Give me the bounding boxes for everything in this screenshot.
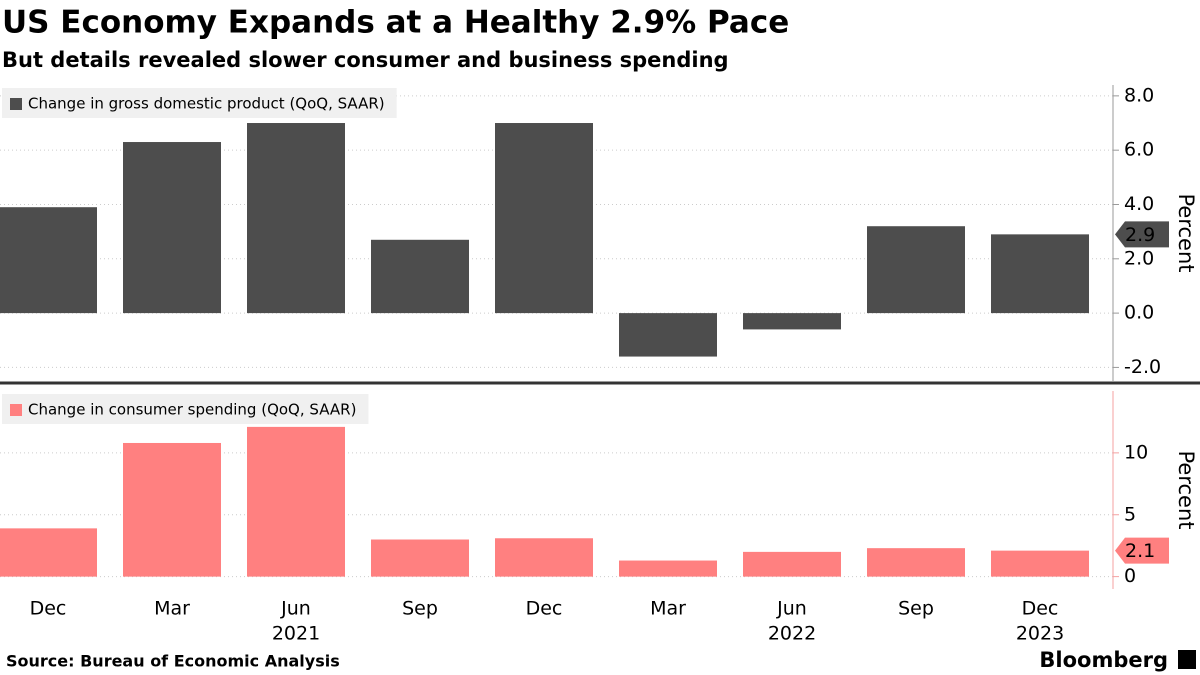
x-tick-label: Dec <box>526 598 563 620</box>
bar <box>247 123 345 314</box>
x-tick-label: Jun <box>776 598 807 620</box>
legend-box <box>2 88 397 118</box>
bar <box>619 313 717 357</box>
legend-swatch <box>10 404 22 416</box>
legend-label: Change in gross domestic product (QoQ, S… <box>28 95 385 113</box>
y-tick-label: 4.0 <box>1124 193 1154 215</box>
brand-icon <box>1178 650 1196 669</box>
bar <box>0 528 97 577</box>
bar <box>371 239 469 314</box>
y-tick-label: 5 <box>1124 503 1136 525</box>
y-tick-label: 6.0 <box>1124 139 1154 161</box>
brand: Bloomberg <box>1039 648 1168 672</box>
x-tick-label: Sep <box>898 598 934 620</box>
y-tick-label: 8.0 <box>1124 84 1154 106</box>
x-tick-label: Mar <box>154 598 190 620</box>
x-group-label: 2023 <box>1016 623 1064 645</box>
legend-swatch <box>10 98 22 110</box>
x-tick-label: Sep <box>402 598 438 620</box>
bar <box>991 550 1089 577</box>
last-value-flag <box>1115 221 1169 248</box>
bar <box>991 234 1089 314</box>
bar <box>495 538 593 577</box>
y-axis-label: Percent <box>1174 193 1198 272</box>
last-value-label: 2.9 <box>1125 224 1155 246</box>
bar <box>743 551 841 577</box>
bar <box>743 313 841 330</box>
bar <box>371 539 469 577</box>
bar <box>0 207 97 314</box>
y-tick-label: 10 <box>1124 441 1148 463</box>
bar <box>495 123 593 314</box>
bar <box>619 560 717 577</box>
x-tick-label: Mar <box>650 598 686 620</box>
x-tick-label: Dec <box>30 598 67 620</box>
last-value-label: 2.1 <box>1125 540 1155 562</box>
bar <box>867 226 965 314</box>
chart-subtitle: But details revealed slower consumer and… <box>2 48 729 72</box>
x-group-label: 2021 <box>272 623 320 645</box>
bar <box>867 548 965 577</box>
y-tick-label: -2.0 <box>1124 356 1161 378</box>
bar <box>123 442 221 577</box>
legend-label: Change in consumer spending (QoQ, SAAR) <box>28 401 356 419</box>
y-tick-label: 0.0 <box>1124 302 1154 324</box>
chart-title: US Economy Expands at a Healthy 2.9% Pac… <box>2 5 789 41</box>
x-group-label: 2022 <box>768 623 816 645</box>
bar <box>247 426 345 577</box>
legend-box <box>2 394 369 424</box>
y-tick-label: 0 <box>1124 565 1136 587</box>
y-axis-label: Percent <box>1174 450 1198 529</box>
last-value-flag <box>1115 537 1169 564</box>
bar <box>123 142 221 314</box>
y-tick-label: 2.0 <box>1124 247 1154 269</box>
source: Source: Bureau of Economic Analysis <box>6 652 340 671</box>
x-tick-label: Jun <box>280 598 311 620</box>
x-tick-label: Dec <box>1022 598 1059 620</box>
